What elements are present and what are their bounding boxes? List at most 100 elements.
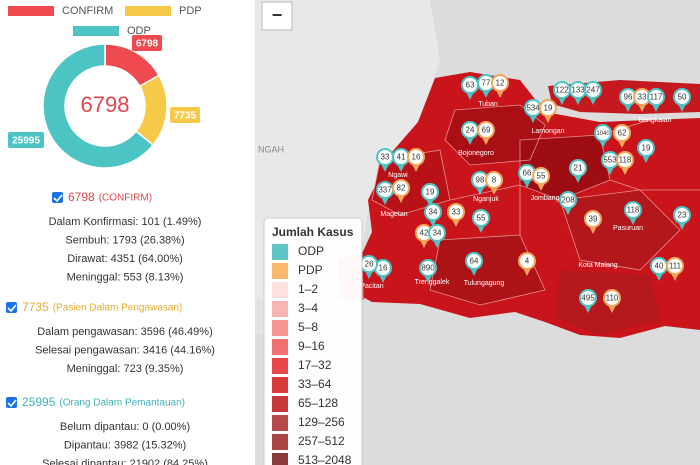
zoom-out-button[interactable] (261, 1, 293, 31)
slice-badge (170, 107, 200, 123)
section-label: (CONFIRM) (99, 193, 152, 204)
section-line: Meninggal: 553 (8.13%) (67, 271, 184, 283)
map-marker-label: 34 (433, 229, 442, 238)
map-marker-label: 26 (365, 260, 374, 269)
map-marker-label: 553 (603, 156, 617, 165)
checkbox-tick (7, 304, 17, 313)
map-legend-label: 65–128 (298, 396, 338, 410)
checkbox (52, 192, 63, 203)
map-marker-label: 63 (466, 81, 475, 90)
section-line: Selesai pengawasan: 3416 (44.16%) (35, 344, 215, 356)
map-marker (673, 206, 691, 224)
legend-label: CONFIRM (62, 5, 113, 17)
map-marker-label: 41 (397, 153, 406, 162)
side-panel (0, 0, 255, 465)
map-marker (407, 148, 425, 166)
checkbox (6, 397, 17, 408)
region-label: Pacitan (360, 283, 383, 290)
map-legend-box (263, 217, 363, 465)
map-marker (613, 124, 631, 142)
map-marker-label: 122 (555, 86, 569, 95)
map-marker (477, 121, 495, 139)
map-legend-swatch (272, 339, 288, 355)
map-marker (584, 210, 602, 228)
region-label: Bojonegoro (458, 150, 494, 157)
region-label: Jombang (531, 195, 560, 202)
map-legend-swatch (272, 282, 288, 298)
map-marker-label: 33 (381, 153, 390, 162)
map-marker-label: 23 (678, 211, 687, 220)
donut-center-label: 6798 (81, 92, 130, 117)
map-marker-label: 133 (571, 86, 585, 95)
map-legend-label: 129–256 (298, 415, 345, 429)
section-count: 25995 (22, 395, 56, 409)
legend-label: PDP (179, 5, 202, 17)
section-line: Belum dipantau: 0 (0.00%) (60, 421, 190, 433)
region-label: Bangkalan (638, 117, 671, 124)
map-marker-label: 110 (606, 294, 619, 303)
checkbox-tick (53, 194, 63, 203)
map-marker-label: 19 (642, 144, 651, 153)
map-marker (624, 201, 642, 219)
map-marker (559, 191, 577, 209)
map-marker-label: 4 (525, 257, 530, 266)
map-marker-label: 208 (561, 196, 575, 205)
map-marker-label: 55 (477, 214, 486, 223)
map-marker-label: 337 (378, 186, 392, 195)
map-marker (421, 183, 439, 201)
map-marker-label: 82 (397, 184, 406, 193)
map-marker (579, 289, 597, 307)
map-marker (594, 124, 612, 142)
slice-badge (132, 35, 162, 51)
map-legend-swatch (272, 320, 288, 336)
map-marker-label: 890 (421, 264, 435, 273)
region-label: Tuban (478, 101, 498, 108)
map-marker (472, 209, 490, 227)
map-marker-label: 77 (482, 79, 491, 88)
zoom-out-label[interactable]: − (272, 5, 283, 25)
slice-badge (8, 132, 44, 148)
section-line: Dalam Konfirmasi: 101 (1.49%) (49, 216, 202, 228)
map-marker-label: 247 (586, 86, 600, 95)
map-marker (666, 257, 684, 275)
map-marker-label: 12 (496, 79, 505, 88)
map-marker-label: 111 (669, 262, 682, 271)
map-marker (491, 74, 509, 92)
map-legend-swatch (272, 396, 288, 412)
region-label: Lamongan (531, 128, 564, 135)
legend-swatch (73, 26, 119, 36)
map-marker-label: 33 (638, 93, 647, 102)
map-marker-label: 62 (618, 129, 627, 138)
map-marker (603, 289, 621, 307)
map-marker-label: 495 (581, 294, 595, 303)
map-marker-label: 40 (655, 262, 664, 271)
district (560, 190, 680, 270)
map-legend-swatch (272, 377, 288, 393)
map-marker-label: 118 (627, 206, 640, 215)
map-legend-label: 3–4 (298, 301, 318, 315)
map-marker (532, 167, 550, 185)
district (430, 235, 545, 305)
map-legend-swatch (272, 358, 288, 374)
map-marker-label: 16 (379, 264, 388, 273)
slice-value-label: 7735 (174, 111, 197, 122)
region-label: Kota Malang (578, 262, 617, 269)
section-line: Dirawat: 4351 (64.00%) (67, 253, 183, 265)
map-marker-label: 34 (429, 208, 438, 217)
region-label: Magetan (380, 211, 407, 218)
checkbox (6, 302, 17, 313)
region-label: Trenggalek (415, 279, 450, 286)
map-marker (485, 171, 503, 189)
map-marker (647, 88, 665, 106)
map-legend-label: 5–8 (298, 320, 318, 334)
map-legend-label: 33–64 (298, 377, 332, 391)
map-marker-label: 50 (678, 93, 687, 102)
map-marker-label: 55 (537, 172, 546, 181)
map-legend-label: ODP (298, 244, 324, 258)
map-legend-label: 513–2048 (298, 453, 352, 465)
map-legend-swatch (272, 263, 288, 279)
map-legend-swatch (272, 301, 288, 317)
map-legend-label: 9–16 (298, 339, 325, 353)
map-marker-label: 96 (624, 93, 633, 102)
slice-value-label: 25995 (12, 136, 40, 147)
